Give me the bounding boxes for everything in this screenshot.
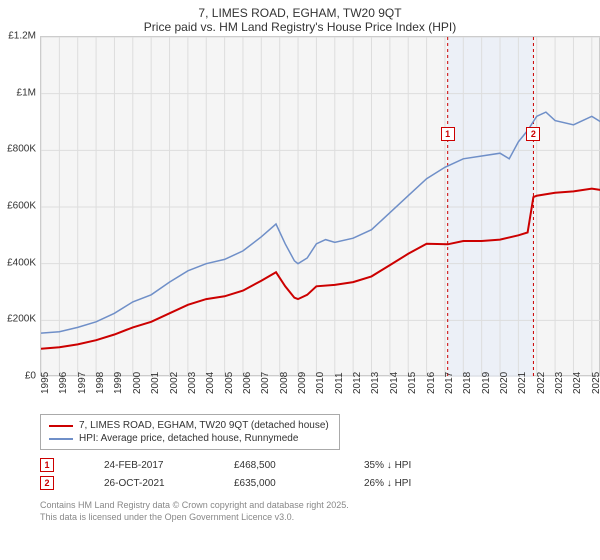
x-axis-labels: 1995199619971998199920002001200220032004… <box>40 378 600 408</box>
y-tick-label: £800K <box>7 144 36 155</box>
y-tick-label: £0 <box>25 371 36 382</box>
footnote-marker: 1 <box>40 458 54 472</box>
footnote-price: £635,000 <box>234 478 324 489</box>
footnote-row: 1 24-FEB-2017 £468,500 35% ↓ HPI <box>40 456 600 474</box>
x-tick-label: 2003 <box>187 372 198 394</box>
legend-swatch <box>49 438 73 440</box>
x-tick-label: 2006 <box>242 372 253 394</box>
footnote-date: 26-OCT-2021 <box>104 478 194 489</box>
x-tick-label: 2013 <box>370 372 381 394</box>
x-tick-label: 2016 <box>426 372 437 394</box>
x-tick-label: 2021 <box>517 372 528 394</box>
x-tick-label: 1995 <box>40 372 51 394</box>
y-tick-label: £400K <box>7 257 36 268</box>
x-tick-label: 2008 <box>279 372 290 394</box>
x-tick-label: 1997 <box>77 372 88 394</box>
plot-region: 12 <box>40 36 600 376</box>
y-tick-label: £1.2M <box>8 31 36 42</box>
footnote-date: 24-FEB-2017 <box>104 460 194 471</box>
x-tick-label: 2000 <box>132 372 143 394</box>
x-tick-label: 2019 <box>481 372 492 394</box>
x-tick-label: 2025 <box>591 372 600 394</box>
x-tick-label: 2007 <box>260 372 271 394</box>
x-tick-label: 2017 <box>444 372 455 394</box>
legend-label: HPI: Average price, detached house, Runn… <box>79 433 298 444</box>
x-tick-label: 2010 <box>315 372 326 394</box>
attribution-line: Contains HM Land Registry data © Crown c… <box>40 500 600 512</box>
x-tick-label: 1999 <box>113 372 124 394</box>
legend-item: 7, LIMES ROAD, EGHAM, TW20 9QT (detached… <box>49 419 331 432</box>
y-tick-label: £600K <box>7 201 36 212</box>
x-tick-label: 2011 <box>334 372 345 394</box>
x-tick-label: 2014 <box>389 372 400 394</box>
x-tick-label: 2015 <box>407 372 418 394</box>
x-tick-label: 2024 <box>572 372 583 394</box>
legend-swatch <box>49 425 73 427</box>
footnote-delta: 35% ↓ HPI <box>364 460 454 471</box>
x-tick-label: 2001 <box>150 372 161 394</box>
x-tick-label: 2009 <box>297 372 308 394</box>
x-tick-label: 2012 <box>352 372 363 394</box>
x-tick-label: 1998 <box>95 372 106 394</box>
legend-label: 7, LIMES ROAD, EGHAM, TW20 9QT (detached… <box>79 420 329 431</box>
y-tick-label: £1M <box>17 87 36 98</box>
footnote-row: 2 26-OCT-2021 £635,000 26% ↓ HPI <box>40 474 600 492</box>
x-tick-label: 2002 <box>169 372 180 394</box>
x-tick-label: 2004 <box>205 372 216 394</box>
title-block: 7, LIMES ROAD, EGHAM, TW20 9QT Price pai… <box>0 0 600 36</box>
address-title: 7, LIMES ROAD, EGHAM, TW20 9QT <box>0 6 600 20</box>
x-tick-label: 2018 <box>462 372 473 394</box>
footnotes: 1 24-FEB-2017 £468,500 35% ↓ HPI 2 26-OC… <box>40 456 600 492</box>
y-axis-labels: £0£200K£400K£600K£800K£1M£1.2M <box>0 36 38 376</box>
x-tick-label: 2023 <box>554 372 565 394</box>
attribution: Contains HM Land Registry data © Crown c… <box>40 500 600 523</box>
x-tick-label: 2022 <box>536 372 547 394</box>
footnote-delta: 26% ↓ HPI <box>364 478 454 489</box>
legend: 7, LIMES ROAD, EGHAM, TW20 9QT (detached… <box>40 414 340 450</box>
chart-svg <box>41 37 600 377</box>
y-tick-label: £200K <box>7 314 36 325</box>
x-tick-label: 1996 <box>58 372 69 394</box>
footnote-marker: 2 <box>40 476 54 490</box>
chart-area: £0£200K£400K£600K£800K£1M£1.2M 12 199519… <box>40 36 600 406</box>
legend-item: HPI: Average price, detached house, Runn… <box>49 432 331 445</box>
attribution-line: This data is licensed under the Open Gov… <box>40 512 600 524</box>
sale-marker: 1 <box>441 127 455 141</box>
x-tick-label: 2005 <box>224 372 235 394</box>
footnote-price: £468,500 <box>234 460 324 471</box>
subtitle: Price paid vs. HM Land Registry's House … <box>0 20 600 34</box>
sale-marker: 2 <box>526 127 540 141</box>
x-tick-label: 2020 <box>499 372 510 394</box>
